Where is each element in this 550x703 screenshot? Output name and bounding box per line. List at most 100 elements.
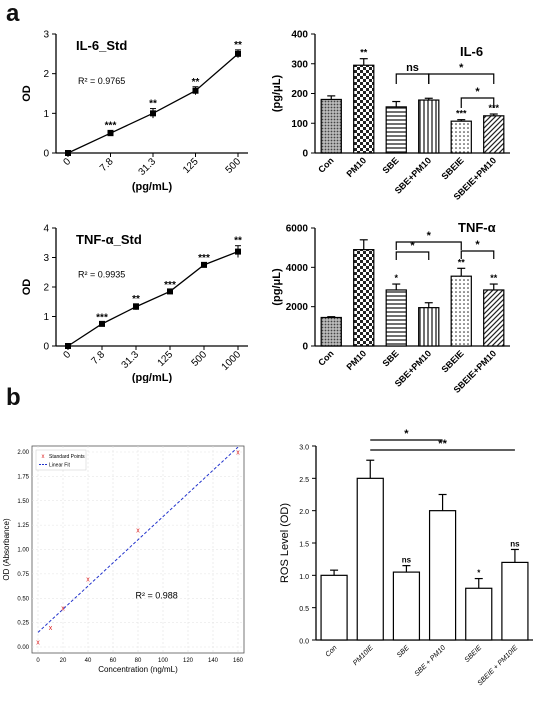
significance-label: ns	[402, 556, 412, 565]
bracket-label: *	[475, 86, 480, 98]
x-tick-label: SBEIE	[439, 155, 465, 181]
y-axis-title: ROS Level (OD)	[279, 503, 291, 583]
y-tick-label: 0.0	[299, 639, 309, 646]
x-tick-label: 120	[183, 658, 194, 664]
x-tick-label: Con	[316, 348, 335, 367]
y-tick-label: 400	[291, 30, 308, 41]
x-tick-label: SBE	[381, 155, 401, 175]
chart-title: TNF-α_Std	[76, 232, 142, 247]
x-tick-label: 40	[85, 658, 92, 664]
x-tick-label: PM10IE	[352, 644, 375, 667]
tnf-std-chart: 0 1 2 3 4 0 7.8 *** 31.3 ** 125 *** 500 *** 1000 ** TNF-…	[21, 224, 248, 383]
y-axis-title: (pg/μL)	[271, 268, 283, 306]
data-point	[201, 261, 207, 268]
r-squared-label: R² = 0.988	[136, 590, 178, 600]
data-point: x	[49, 625, 53, 632]
bracket-label: ns	[406, 62, 419, 74]
y-tick-label: 0.5	[299, 606, 309, 613]
bar	[392, 571, 421, 641]
data-point: x	[36, 640, 40, 647]
significance-label: ns	[510, 539, 520, 548]
y-tick-label: 1	[43, 109, 49, 120]
y-tick-label: 1.50	[17, 499, 29, 505]
x-tick-label: 80	[135, 658, 142, 664]
bracket-label: *	[427, 230, 432, 242]
significance-label: ***	[198, 253, 210, 264]
bar	[320, 98, 342, 154]
y-tick-label: 300	[291, 59, 308, 70]
significance-label: **	[149, 99, 157, 110]
x-tick-label: 20	[60, 658, 67, 664]
significance-label: **	[132, 294, 140, 305]
x-tick-label: 125	[181, 156, 201, 176]
bar	[385, 106, 407, 154]
x-tick-label: 0	[36, 658, 40, 664]
x-tick-label: 1000	[220, 349, 244, 373]
significance-bracket	[395, 241, 462, 250]
bar	[450, 120, 472, 154]
significance-label: *	[477, 569, 481, 578]
y-tick-label: 0.25	[17, 621, 29, 627]
y-tick-label: 4000	[286, 263, 309, 274]
x-tick-label: 160	[233, 658, 244, 664]
y-tick-label: 2	[43, 69, 49, 80]
x-tick-label: SBEIE	[464, 644, 484, 664]
bar	[353, 249, 375, 347]
x-tick-label: Con	[316, 155, 335, 174]
data-point: x	[61, 606, 65, 613]
y-tick-label: 3	[43, 253, 49, 264]
bar	[356, 477, 384, 641]
fit-line	[37, 446, 239, 633]
panel-b-label: b	[6, 384, 21, 411]
ros-std-chart: 0 20 40 60 80 100 120 140 160 0.00 0.25 0.50 0.75 1.0…	[2, 445, 245, 674]
r-squared-label: R² = 0.9765	[78, 76, 125, 86]
data-point	[167, 288, 173, 295]
significance-bracket	[395, 251, 430, 260]
x-tick-label: 125	[156, 349, 176, 369]
y-tick-label: 1.5	[299, 542, 309, 549]
x-tick-label: 7.8	[90, 349, 108, 367]
x-tick-label: 7.8	[98, 156, 116, 174]
bracket-label: *	[475, 239, 480, 251]
bracket-label: **	[438, 438, 447, 450]
significance-label: ***	[456, 109, 467, 119]
y-tick-label: 0.50	[17, 596, 29, 602]
y-tick-label: 0	[302, 149, 308, 160]
y-tick-label: 1.25	[17, 523, 29, 529]
y-tick-label: 2	[43, 283, 49, 294]
data-point: x	[236, 450, 240, 457]
y-axis-title: (pg/μL)	[271, 75, 283, 113]
y-axis-title: OD (Absorbance)	[2, 518, 11, 581]
significance-label: ***	[488, 103, 499, 113]
legend-marker-points: x	[42, 454, 45, 460]
significance-label: **	[234, 40, 242, 51]
bar	[320, 574, 348, 641]
y-tick-label: 200	[291, 89, 308, 100]
y-tick-label: 1.75	[17, 474, 29, 480]
x-tick-label: Con	[324, 644, 338, 658]
x-axis-title: Concentration (ng/mL)	[98, 665, 178, 674]
y-tick-label: 2000	[286, 302, 309, 313]
data-point	[99, 320, 105, 327]
significance-label: ***	[164, 280, 176, 291]
y-tick-label: 3.0	[299, 445, 309, 452]
bar	[428, 510, 457, 641]
significance-bracket	[460, 250, 495, 259]
bar	[353, 64, 375, 154]
x-tick-label: PM10	[344, 348, 368, 372]
legend-label: Standard Points	[49, 454, 85, 460]
bracket-label: *	[404, 428, 409, 440]
y-tick-label: 1.0	[299, 574, 309, 581]
legend-label: Linear Fit	[49, 463, 70, 469]
data-point	[235, 50, 241, 57]
significance-label: ***	[96, 312, 108, 323]
y-tick-label: 0	[43, 149, 49, 160]
data-point	[235, 248, 241, 255]
significance-label: ***	[105, 120, 117, 131]
y-tick-label: 0.00	[17, 645, 29, 651]
x-tick-label: 31.3	[120, 349, 142, 371]
significance-label: **	[458, 257, 466, 267]
x-tick-label: 31.3	[137, 156, 159, 178]
